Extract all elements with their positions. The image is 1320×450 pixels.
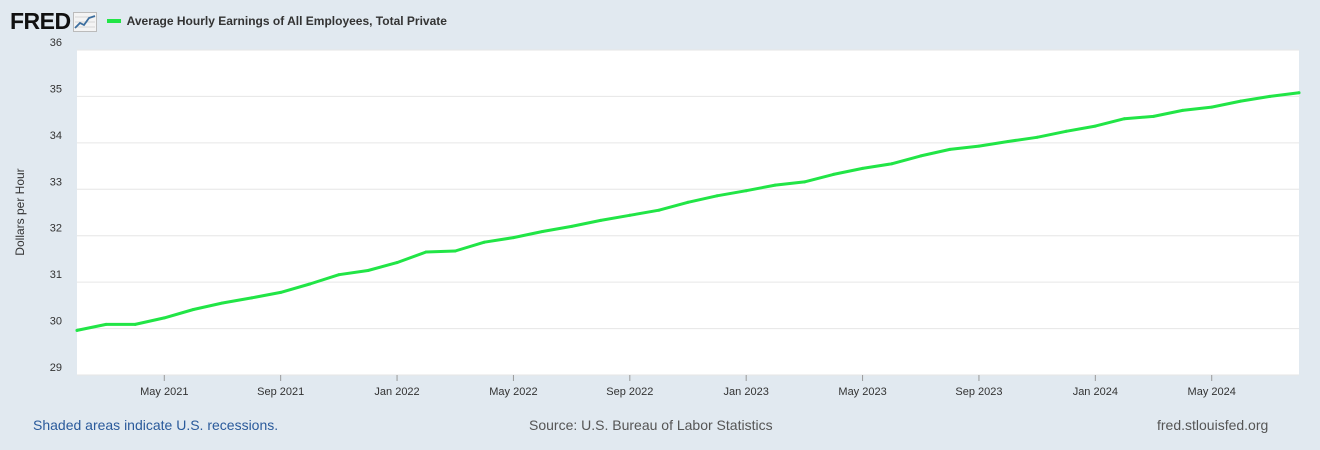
- data-point[interactable]: [1297, 91, 1301, 95]
- x-tick-label: Sep 2021: [257, 386, 304, 398]
- x-tick-label: May 2021: [140, 386, 188, 398]
- y-axis-ticks: 29 30 31 32 33 34 35 36: [50, 37, 62, 374]
- y-tick-label: 34: [50, 130, 62, 142]
- data-point[interactable]: [773, 183, 777, 187]
- legend-swatch: [106, 19, 121, 23]
- data-point[interactable]: [366, 269, 370, 272]
- data-point[interactable]: [482, 240, 486, 244]
- y-tick-label: 30: [50, 316, 62, 328]
- data-point[interactable]: [1239, 99, 1243, 103]
- data-point[interactable]: [221, 301, 224, 305]
- legend-label: Average Hourly Earnings of All Employees…: [126, 14, 447, 28]
- data-point[interactable]: [511, 236, 515, 240]
- x-tick-label: May 2024: [1188, 386, 1236, 398]
- data-point[interactable]: [395, 261, 399, 265]
- data-point[interactable]: [802, 180, 806, 184]
- data-point[interactable]: [1035, 135, 1039, 139]
- x-tick-label: Sep 2022: [606, 386, 653, 398]
- x-tick-label: May 2023: [838, 386, 886, 398]
- data-point[interactable]: [1064, 129, 1068, 133]
- data-point[interactable]: [75, 328, 79, 332]
- series-layer: [75, 91, 1301, 332]
- data-point[interactable]: [919, 154, 923, 158]
- chart-header: FRED Average Hourly Earnings of All Empl…: [10, 8, 447, 34]
- recession-note: Shaded areas indicate U.S. recessions.: [33, 417, 279, 433]
- data-point[interactable]: [1268, 94, 1272, 98]
- data-point[interactable]: [977, 144, 981, 148]
- data-point[interactable]: [657, 208, 661, 212]
- data-point[interactable]: [686, 200, 690, 204]
- chart-legend: Average Hourly Earnings of All Employees…: [106, 14, 447, 28]
- data-point[interactable]: [832, 172, 835, 176]
- source-note: Source: U.S. Bureau of Labor Statistics: [529, 417, 773, 433]
- data-point[interactable]: [890, 162, 894, 166]
- y-tick-label: 36: [50, 37, 62, 49]
- data-point[interactable]: [599, 218, 603, 222]
- data-point[interactable]: [570, 224, 574, 228]
- data-point[interactable]: [453, 249, 457, 253]
- x-tick-label: Sep 2023: [955, 386, 1002, 398]
- y-tick-label: 31: [50, 269, 62, 281]
- data-point[interactable]: [104, 322, 108, 326]
- line-chart-icon: [72, 11, 97, 32]
- data-point[interactable]: [1152, 114, 1155, 118]
- data-point[interactable]: [279, 290, 283, 294]
- data-point[interactable]: [948, 147, 952, 151]
- fred-logo[interactable]: FRED: [10, 8, 97, 35]
- y-tick-label: 32: [50, 223, 62, 235]
- x-tick-label: Jan 2024: [1073, 386, 1118, 398]
- x-tick-label: Jan 2022: [374, 386, 419, 398]
- y-axis-label: Dollars per Hour: [13, 168, 27, 255]
- data-point[interactable]: [1006, 140, 1010, 143]
- x-tick-label: Jan 2023: [724, 386, 769, 398]
- data-point[interactable]: [861, 166, 865, 170]
- data-point[interactable]: [744, 189, 748, 193]
- data-point[interactable]: [1122, 117, 1126, 121]
- data-point[interactable]: [541, 230, 544, 233]
- data-point[interactable]: [133, 322, 137, 326]
- data-point[interactable]: [1093, 124, 1097, 128]
- data-point[interactable]: [250, 296, 254, 300]
- y-tick-label: 29: [50, 362, 62, 374]
- data-point[interactable]: [1210, 105, 1214, 109]
- data-point[interactable]: [1181, 108, 1185, 112]
- data-point[interactable]: [337, 273, 341, 277]
- plot-area: [77, 50, 1299, 375]
- data-point[interactable]: [308, 282, 312, 286]
- x-tick-label: May 2022: [489, 386, 537, 398]
- site-link[interactable]: fred.stlouisfed.org: [1157, 417, 1269, 433]
- y-tick-label: 33: [50, 176, 62, 188]
- data-point[interactable]: [628, 213, 632, 217]
- data-point[interactable]: [191, 308, 195, 311]
- data-point[interactable]: [162, 316, 166, 320]
- data-point[interactable]: [424, 250, 428, 254]
- x-axis-ticks: May 2021 Sep 2021 Jan 2022 May 2022 Sep 2022…: [140, 375, 1236, 398]
- data-point[interactable]: [715, 194, 719, 198]
- y-tick-label: 35: [50, 83, 62, 95]
- fred-logo-text: FRED: [10, 7, 71, 34]
